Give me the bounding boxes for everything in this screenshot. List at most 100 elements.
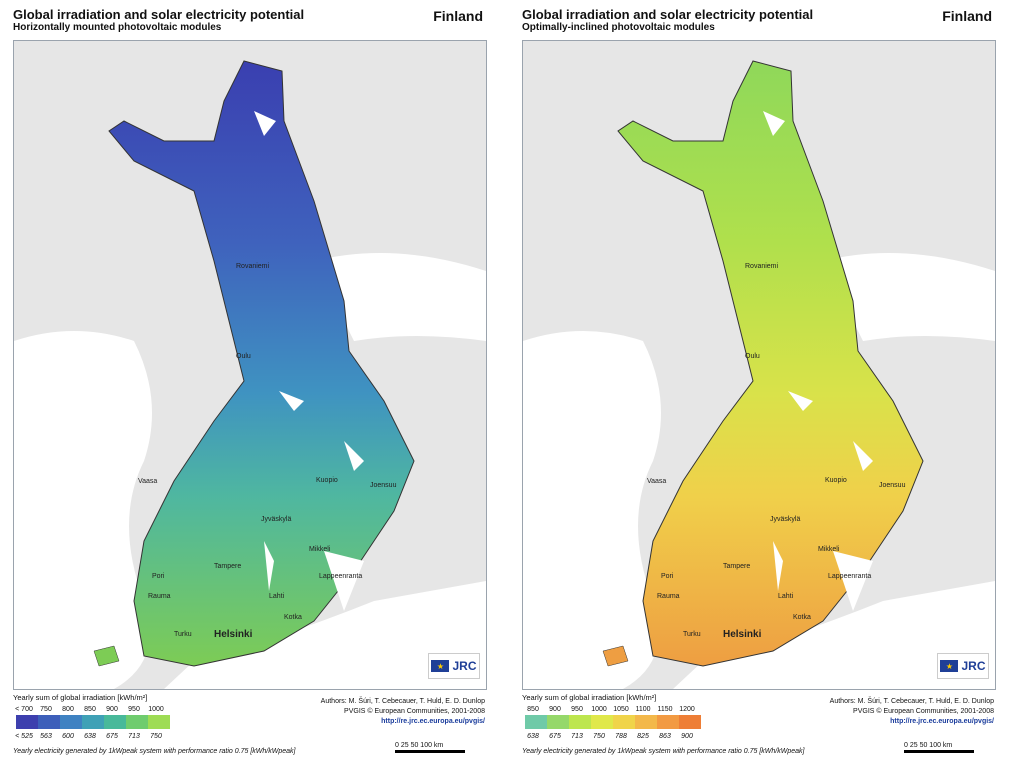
legend-tick: < 700 [15, 706, 33, 713]
city-label: Lappeenranta [828, 573, 872, 580]
white-sea [823, 253, 995, 341]
gulf-of-finland [164, 581, 486, 689]
legend-top-labels: 850 900 950 1000 1050 1100 1150 1200 [522, 706, 698, 713]
legend-title: Yearly sum of global irradiation [kWh/m²… [522, 693, 657, 702]
legend-swatch [82, 715, 104, 729]
legend-bottom-labels: < 525 563 600 638 675 713 750 [13, 733, 167, 740]
legend-tick: 750 [150, 733, 162, 740]
legend-tick: 950 [128, 706, 140, 713]
lake-paijanne [773, 541, 783, 591]
legend-tick: 800 [62, 706, 74, 713]
map-title: Global irradiation and solar electricity… [522, 7, 814, 22]
legend-color-ramp [16, 715, 170, 729]
irradiation-map: Rovaniemi Oulu Vaasa Kuopio Joensuu Jyvä… [522, 40, 996, 690]
lake-saimaa [833, 551, 873, 611]
source-link[interactable]: http://re.jrc.ec.europa.eu/pvgis/ [381, 718, 485, 725]
legend-tick: 750 [40, 706, 52, 713]
legend-tick: 1200 [679, 706, 695, 713]
lake-paijanne [264, 541, 274, 591]
legend-swatch [525, 715, 547, 729]
city-label: Turku [174, 631, 192, 638]
legend-swatch [657, 715, 679, 729]
legend-tick: 563 [40, 733, 52, 740]
legend-footnote: Yearly electricity generated by 1kWpeak … [13, 748, 296, 755]
legend-tick: 600 [62, 733, 74, 740]
city-label: Pori [152, 573, 165, 580]
legend-tick: 750 [593, 733, 605, 740]
legend-swatch [60, 715, 82, 729]
jrc-logo: ★ JRC [937, 653, 989, 679]
copyright-line: PVGIS © European Communities, 2001-2008 [344, 708, 485, 715]
aland-islands [602, 645, 629, 667]
legend-swatch [148, 715, 170, 729]
city-label: Rovaniemi [236, 263, 270, 270]
country-label: Finland [942, 8, 992, 24]
legend-tick: 850 [527, 706, 539, 713]
legend-swatch [613, 715, 635, 729]
legend-tick: 1100 [635, 706, 651, 713]
legend-tick: 675 [549, 733, 561, 740]
white-sea [314, 253, 486, 341]
legend-color-ramp [525, 715, 701, 729]
map-subtitle: Horizontally mounted photovoltaic module… [13, 22, 222, 33]
gulf-of-finland [673, 581, 995, 689]
city-label: Joensuu [370, 482, 397, 489]
city-label: Oulu [236, 353, 251, 360]
legend-swatch [16, 715, 38, 729]
city-label: Lahti [269, 593, 285, 600]
authors-block: Authors: M. Šúri, T. Cebecauer, T. Huld,… [830, 697, 994, 727]
scale-bar: 0 25 50 100 km [395, 742, 485, 762]
legend-swatch [547, 715, 569, 729]
map-subtitle: Optimally-inclined photovoltaic modules [522, 22, 715, 33]
legend-swatch [635, 715, 657, 729]
scale-labels: 0 25 50 100 km [395, 742, 444, 749]
legend-tick: 675 [106, 733, 118, 740]
lake-oulujarvi [279, 391, 304, 411]
legend-bottom-labels: 638 675 713 750 788 825 863 900 [522, 733, 698, 740]
authors-block: Authors: M. Šúri, T. Cebecauer, T. Huld,… [321, 697, 485, 727]
authors-line: Authors: M. Šúri, T. Cebecauer, T. Huld,… [320, 698, 485, 705]
copyright-line: PVGIS © European Communities, 2001-2008 [853, 708, 994, 715]
city-label: Kuopio [316, 477, 338, 484]
city-label: Pori [661, 573, 674, 580]
country-label: Finland [433, 8, 483, 24]
city-label: Jyväskylä [261, 516, 292, 523]
city-label: Tampere [723, 563, 751, 570]
scale-bar-line [904, 750, 974, 753]
legend-tick: 863 [659, 733, 671, 740]
finland-map-svg [523, 41, 995, 689]
legend-tick: 950 [571, 706, 583, 713]
city-label: Mikkeli [309, 546, 331, 553]
legend-footnote: Yearly electricity generated by 1kWpeak … [522, 748, 805, 755]
legend-swatch [569, 715, 591, 729]
city-label: Kotka [284, 614, 302, 621]
city-label: Jyväskylä [770, 516, 801, 523]
source-link[interactable]: http://re.jrc.ec.europa.eu/pvgis/ [890, 718, 994, 725]
legend-tick: 713 [571, 733, 583, 740]
legend-tick: < 525 [15, 733, 33, 740]
legend-tick: 1000 [591, 706, 607, 713]
city-label: Turku [683, 631, 701, 638]
scale-labels: 0 25 50 100 km [904, 742, 953, 749]
legend-tick: 900 [106, 706, 118, 713]
legend-tick: 825 [637, 733, 649, 740]
map-panel-horizontal: Global irradiation and solar electricity… [8, 0, 505, 777]
scale-bar-line [395, 750, 465, 753]
city-label: Rauma [148, 593, 171, 600]
lake-inari [763, 111, 785, 136]
city-label: Rauma [657, 593, 680, 600]
authors-line: Authors: M. Šúri, T. Cebecauer, T. Huld,… [829, 698, 994, 705]
lake-kallavesi [344, 441, 364, 471]
gulf-of-bothnia [14, 331, 152, 689]
city-label: Oulu [745, 353, 760, 360]
lake-saimaa [324, 551, 364, 611]
city-label: Joensuu [879, 482, 906, 489]
legend-tick: 638 [84, 733, 96, 740]
legend-title: Yearly sum of global irradiation [kWh/m²… [13, 693, 148, 702]
eu-flag-icon: ★ [940, 660, 959, 672]
legend-tick: 900 [549, 706, 561, 713]
map-panel-inclined: Global irradiation and solar electricity… [517, 0, 1014, 777]
jrc-logo-text: JRC [452, 659, 477, 673]
eu-flag-icon: ★ [431, 660, 450, 672]
legend-swatch [126, 715, 148, 729]
